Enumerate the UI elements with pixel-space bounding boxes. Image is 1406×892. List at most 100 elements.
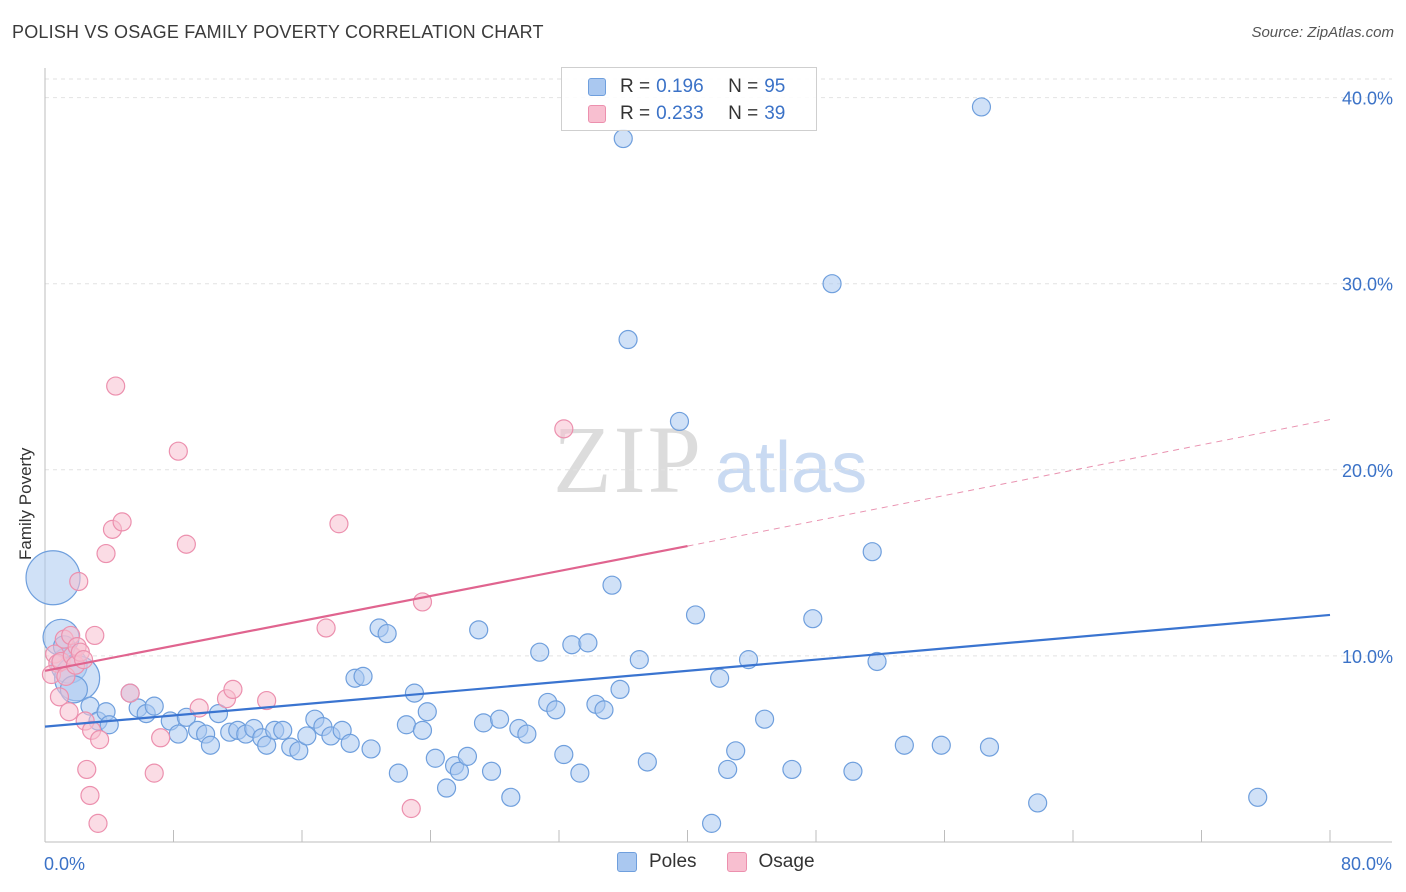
legend-row-osage: R = 0.233 N = 39 [588,102,785,126]
poles-point [469,620,489,640]
legend-item-osage: Osage [726,851,815,873]
osage-point [69,571,89,592]
poles-point [1248,787,1268,807]
osage-point [96,543,116,564]
osage-point [85,625,105,646]
osage-r-value: 0.233 [656,103,704,124]
osage-r-label: R = [620,103,651,124]
legend-row-poles: R = 0.196 N = 95 [588,75,785,99]
osage-n-value: 39 [764,103,786,124]
poles-swatch [588,78,606,96]
poles-point [481,761,502,781]
poles-point [546,700,566,720]
tick-labels: 10.0% 20.0% 30.0% 40.0% 0.0% 80.0% [44,89,1393,874]
osage-points [41,376,574,833]
y-tick-label: 30.0% [1342,275,1393,295]
poles-point [257,735,277,755]
poles-point [388,763,408,783]
trend-lines [44,419,1331,728]
osage-point [106,376,126,396]
poles-point [782,759,802,780]
y-axis-label: Family Poverty [16,447,35,560]
osage-point [120,683,140,703]
osage-point [257,690,277,711]
osage-point [554,419,574,439]
poles-point [629,650,649,670]
osage-point [401,798,421,819]
source-credit: Source: ZipAtlas.com [1251,24,1394,41]
poles-point [822,274,842,294]
osage-point [59,702,79,722]
poles-point [602,575,622,595]
poles-point [289,741,309,761]
legend-item-poles: Poles [617,851,697,873]
osage-point [49,687,70,707]
poles-point [685,605,706,625]
osage-point [223,679,243,700]
poles-point [867,651,887,672]
poles-n-label: N = [728,76,759,97]
osage-point [168,441,188,461]
poles-point [353,666,373,686]
osage-point [176,534,196,554]
series-legend: Poles Osage [617,851,845,873]
osage-legend-swatch [726,852,747,872]
x-tick-label-min: 0.0% [44,854,85,874]
osage-point [151,728,171,748]
poles-point [637,752,657,772]
poles-point [562,635,582,655]
osage-point [77,759,97,780]
osage-n-label: N = [728,103,759,124]
osage-trend-line [44,545,688,672]
poles-point [971,97,992,117]
poles-point [457,746,478,766]
gridlines [45,78,1392,657]
poles-point [554,744,574,765]
poles-points [25,97,1268,833]
poles-n-value: 95 [764,76,786,97]
poles-point [340,733,360,753]
poles-point [200,735,221,755]
osage-point [316,618,336,638]
poles-point [669,411,690,432]
poles-point [168,724,188,744]
poles-point [610,679,630,700]
poles-point [396,715,417,735]
poles-point [361,739,381,759]
osage-point [88,813,108,833]
poles-point [594,700,614,720]
poles-point [701,813,722,833]
poles-point [718,759,738,780]
poles-point [436,778,457,798]
poles-point [570,763,590,783]
poles-point [803,609,823,629]
poles-r-value: 0.196 [656,76,704,97]
chart-title: POLISH VS OSAGE FAMILY POVERTY CORRELATI… [12,22,544,42]
poles-point [412,720,433,740]
poles-trend-line [44,613,1331,728]
poles-point [862,542,882,562]
watermark-atlas: atlas [715,428,867,508]
poles-point [425,748,445,768]
poles-point [473,713,494,733]
poles-point [517,724,537,744]
correlation-legend: R = 0.196 N = 95 R = 0.233 N = 39 [561,67,817,131]
poles-point [530,642,550,662]
y-tick-label: 10.0% [1342,647,1393,667]
poles-point [710,668,730,688]
poles-point [726,741,746,761]
osage-point [73,650,94,670]
osage-point [90,730,110,750]
osage-point [144,763,164,783]
poles-point [489,709,510,729]
poles-point [613,128,633,149]
poles-point [501,787,521,807]
x-tick-label-max: 80.0% [1341,854,1392,874]
poles-point [273,720,293,740]
poles-point [931,735,951,755]
poles-legend-swatch [617,852,637,872]
y-tick-label: 20.0% [1342,461,1393,481]
poles-point [618,329,638,350]
poles-point [843,761,863,781]
